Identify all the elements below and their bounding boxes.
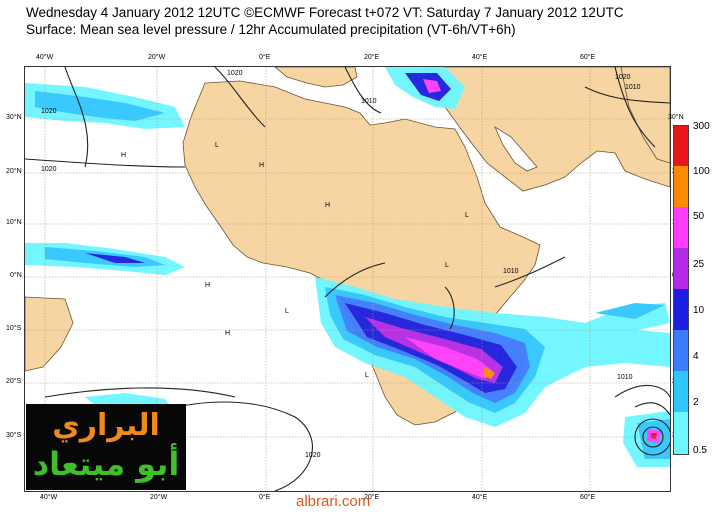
albrari-logo: البراري أبو ميتعاد (26, 404, 186, 490)
legend-swatch-4 (674, 330, 688, 371)
isobar-label: 1020 (41, 166, 57, 173)
lon-label-top: 40°E (472, 54, 488, 61)
lat-label-left: 30°N (6, 114, 22, 121)
logo-line-1: البراري (52, 408, 160, 443)
lat-label-left: 20°S (6, 378, 22, 385)
lon-label-bottom: 60°E (580, 494, 596, 501)
legend-swatch-300 (674, 126, 688, 166)
south-america-land (25, 296, 74, 372)
weather-map[interactable]: 1020 1020 1010 1020 1020 1010 1020 1010 … (25, 67, 670, 491)
isobar-label: 1020 (305, 452, 321, 459)
lat-label-left: 20°N (6, 168, 22, 175)
lon-label-bottom: 20°E (364, 494, 380, 501)
header-line-2: Surface: Mean sea level pressure / 12hr … (26, 22, 516, 37)
europe-land (274, 67, 358, 88)
isobar-label: 1020 (615, 74, 631, 81)
lat-label-right: 30°N (668, 114, 684, 121)
high-pressure-marker: H (225, 330, 230, 337)
low-pressure-marker: L (215, 142, 219, 149)
lat-lon-grid (25, 67, 670, 491)
high-pressure-marker: H (325, 202, 330, 209)
low-pressure-marker: L (285, 308, 289, 315)
lon-label-bottom: 20°W (150, 494, 168, 501)
legend-label: 300 (693, 121, 710, 132)
lon-label-top: 20°E (364, 54, 380, 61)
lon-label-top: 60°E (580, 54, 596, 61)
legend-color-bar (673, 125, 689, 455)
lat-label-left: 0°N (10, 272, 22, 279)
low-pressure-marker: L (365, 372, 369, 379)
legend-swatch-25 (674, 248, 688, 289)
low-pressure-marker: L (465, 212, 469, 219)
isobar-label: 1010 (617, 374, 633, 381)
legend-swatch-10 (674, 289, 688, 330)
isobar-label: 1010 (503, 268, 519, 275)
low-pressure-marker: L (445, 262, 449, 269)
legend-label: 25 (693, 259, 705, 270)
site-watermark: albrari.com (296, 493, 371, 510)
legend-swatch-100 (674, 166, 688, 207)
legend-label: 4 (693, 351, 699, 362)
legend-swatch-2 (674, 371, 688, 412)
chart-header: Wednesday 4 January 2012 12UTC ©ECMWF Fo… (26, 4, 686, 38)
precipitation-legend: 300 100 50 25 10 4 2 0.5 (673, 121, 715, 456)
arabia-gulf-water (494, 125, 538, 172)
isobar-label: 1010 (625, 84, 641, 91)
map-panel[interactable]: 1020 1020 1010 1020 1020 1010 1020 1010 … (24, 66, 671, 492)
legend-label: 0.5 (693, 445, 707, 456)
lat-label-left: 10°N (6, 219, 22, 226)
legend-label: 100 (693, 166, 710, 177)
legend-swatch-0-5 (674, 412, 688, 454)
legend-label: 2 (693, 397, 699, 408)
logo-line-2: أبو ميتعاد (32, 445, 180, 483)
lat-label-left: 10°S (6, 325, 22, 332)
legend-swatch-50 (674, 207, 688, 248)
isobar-label: 1010 (361, 98, 377, 105)
isobar-label: 1020 (41, 108, 57, 115)
lat-label-left: 30°S (6, 432, 22, 439)
precipitation-areas (25, 67, 670, 467)
legend-label: 10 (693, 305, 705, 316)
lon-label-bottom: 40°E (472, 494, 488, 501)
lon-label-bottom: 40°W (40, 494, 58, 501)
lon-label-top: 20°W (148, 54, 166, 61)
header-line-1: Wednesday 4 January 2012 12UTC ©ECMWF Fo… (26, 5, 624, 20)
high-pressure-marker: H (121, 152, 126, 159)
pressure-centers: H H H H L L L L H L (121, 142, 469, 379)
isobar-label: 1020 (227, 70, 243, 77)
high-pressure-marker: H (205, 282, 210, 289)
isobar-labels: 1020 1020 1010 1020 1020 1010 1020 1010 … (41, 70, 641, 459)
lon-label-top: 0°E (259, 54, 271, 61)
isobars (25, 67, 670, 491)
middle-east-land (424, 67, 670, 192)
india-land (620, 67, 670, 164)
legend-label: 50 (693, 211, 705, 222)
lon-label-top: 40°W (36, 54, 54, 61)
high-pressure-marker: H (259, 162, 264, 169)
lon-label-bottom: 0°E (259, 494, 271, 501)
